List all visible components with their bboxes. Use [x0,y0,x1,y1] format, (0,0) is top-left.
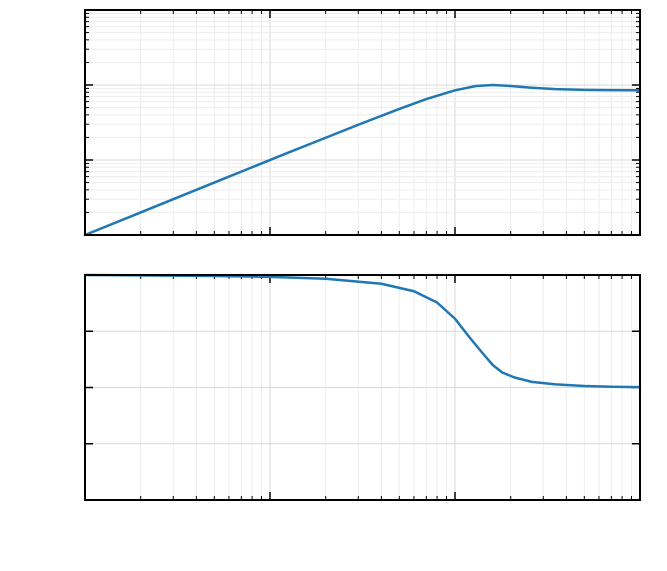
bode-chart-svg [0,0,667,571]
bode-plot-container [0,0,667,571]
